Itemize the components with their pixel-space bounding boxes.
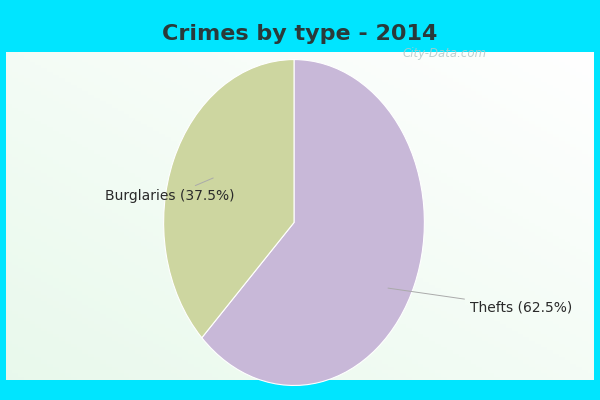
- Text: City-Data.com: City-Data.com: [403, 46, 487, 60]
- Text: Crimes by type - 2014: Crimes by type - 2014: [163, 24, 437, 44]
- Wedge shape: [202, 60, 424, 386]
- Text: Burglaries (37.5%): Burglaries (37.5%): [105, 178, 235, 204]
- Wedge shape: [164, 60, 294, 338]
- Text: Thefts (62.5%): Thefts (62.5%): [388, 288, 572, 314]
